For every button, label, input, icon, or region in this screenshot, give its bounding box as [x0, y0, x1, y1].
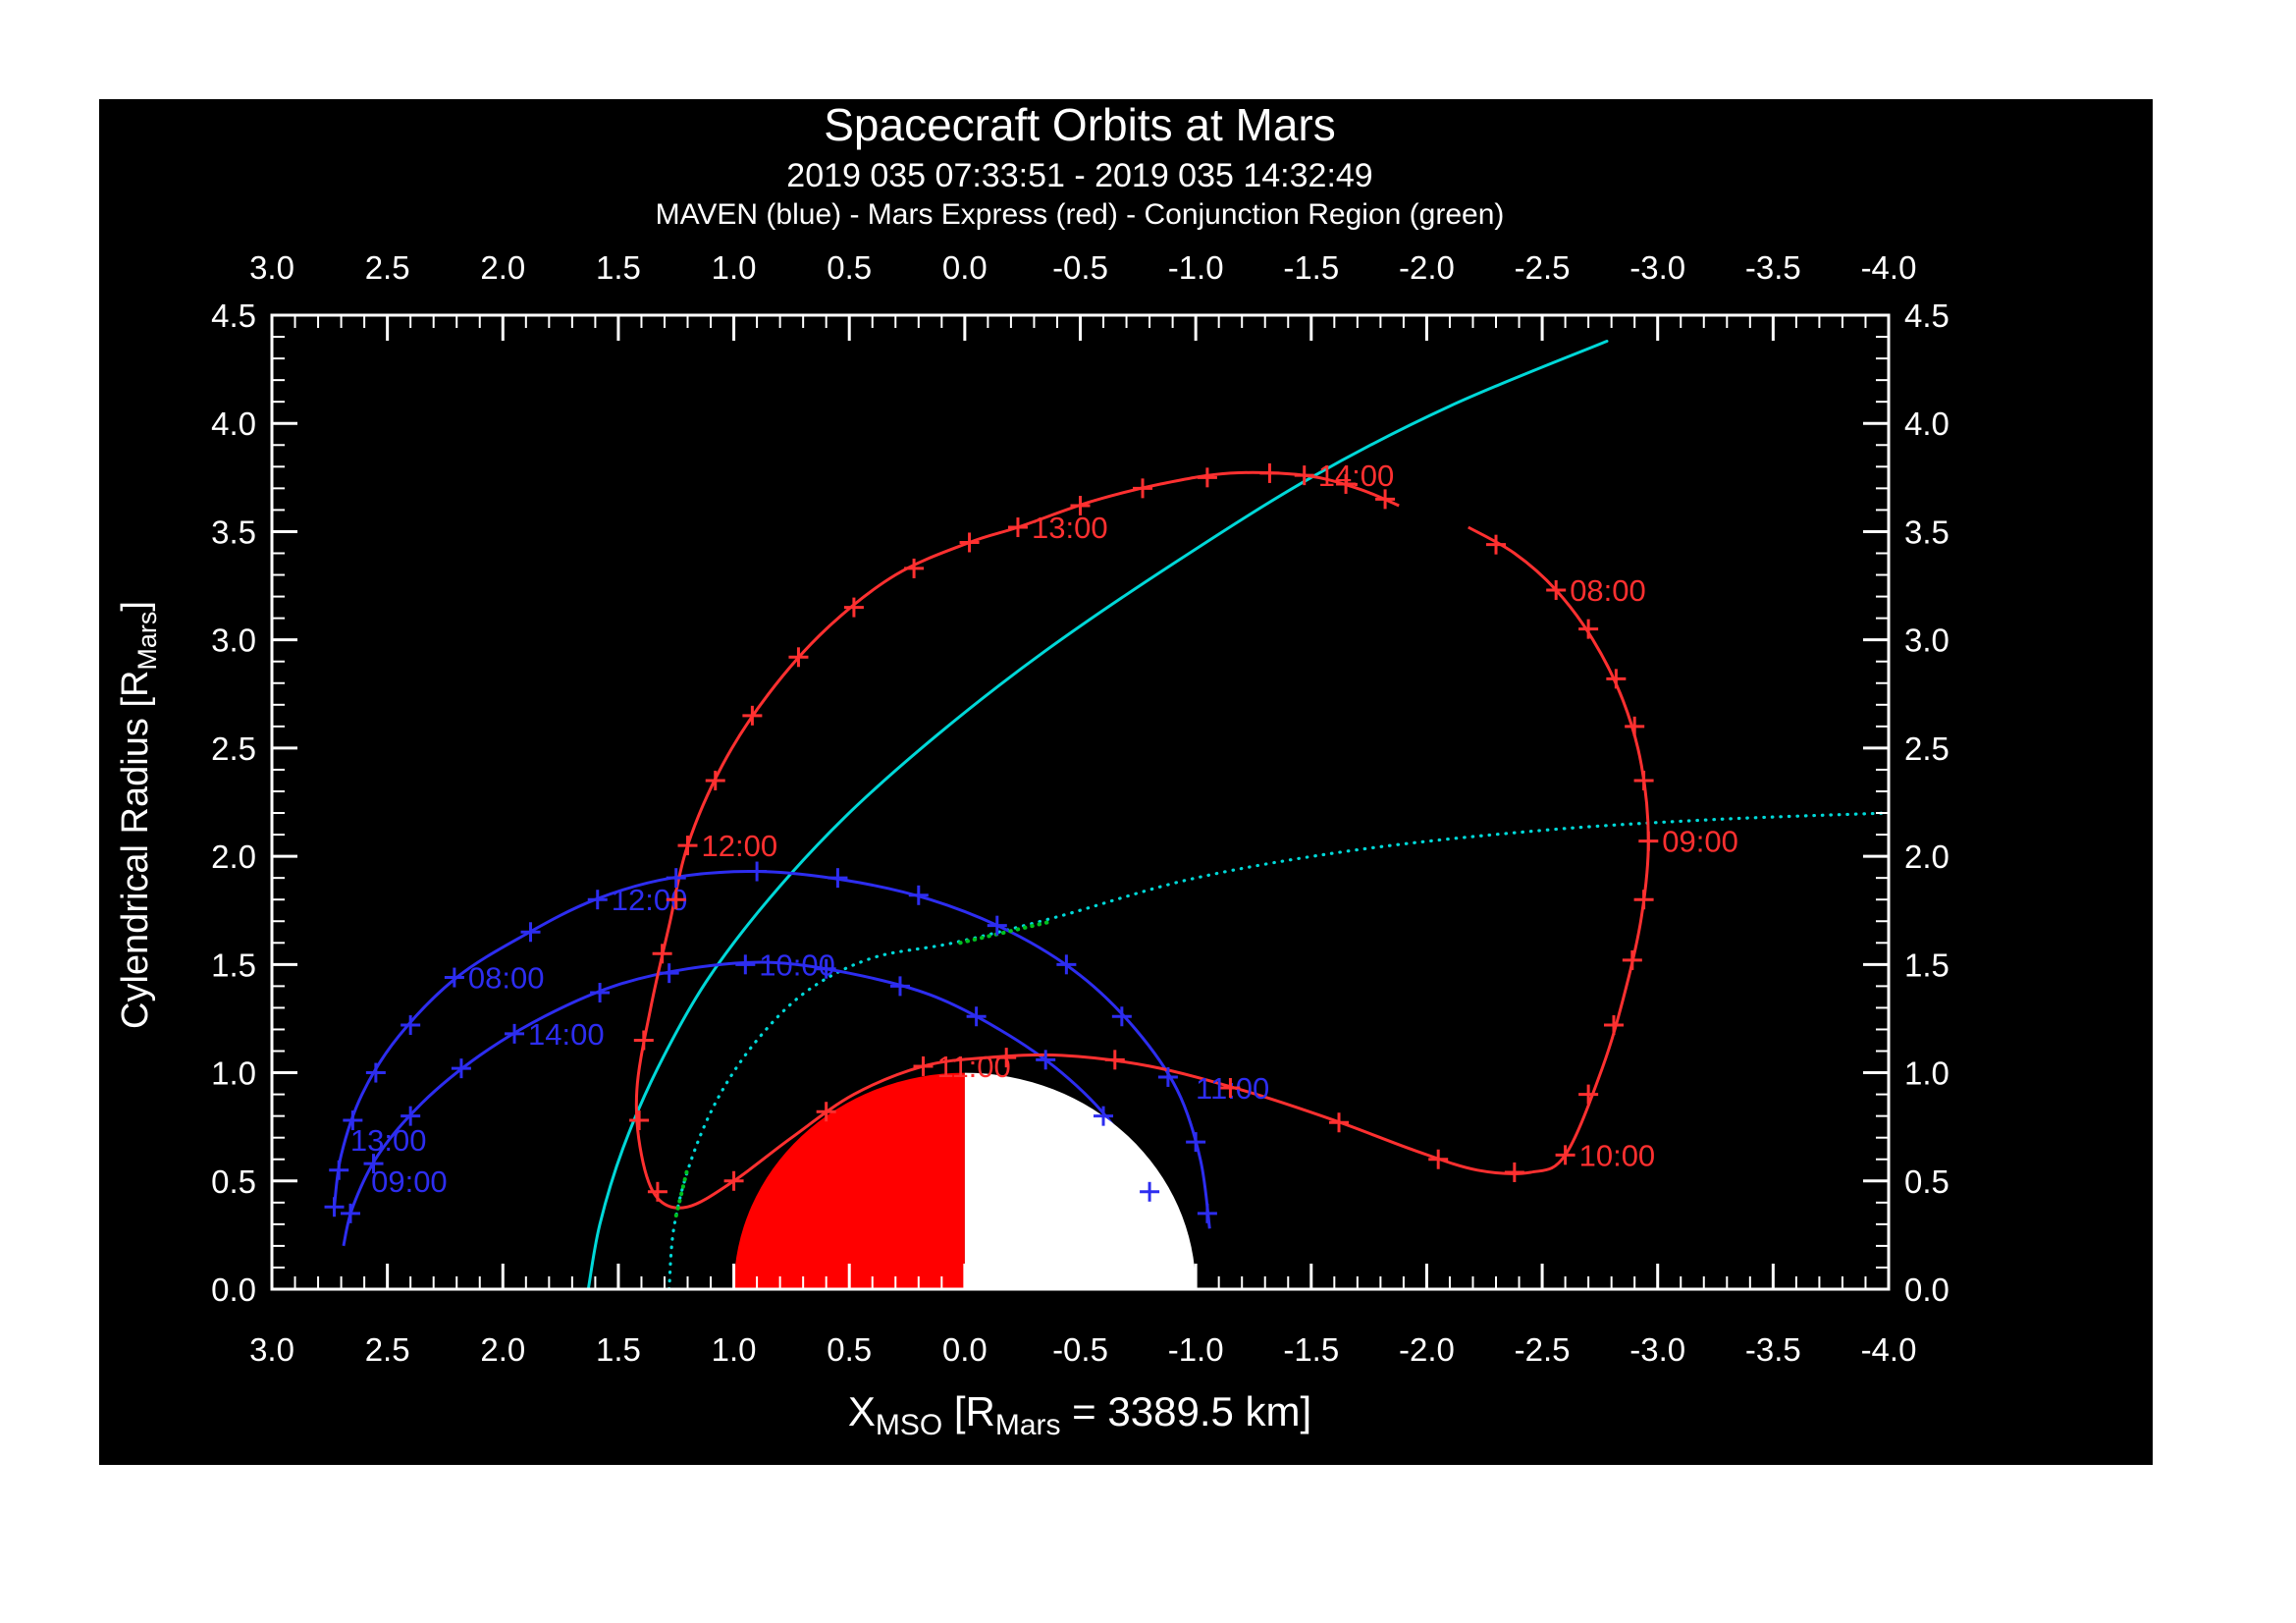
- chart-legend-line: MAVEN (blue) - Mars Express (red) - Conj…: [656, 198, 1505, 231]
- y-tick-label: 1.5: [1904, 947, 1949, 983]
- x-tick-label: 0.0: [942, 1331, 988, 1368]
- x-tick-label: -2.5: [1515, 1331, 1571, 1368]
- y-tick-label: 3.5: [1904, 514, 1949, 550]
- y-tick-label: 0.5: [1904, 1163, 1949, 1200]
- y-tick-label: 0.0: [1904, 1271, 1949, 1308]
- y-tick-label: 1.0: [211, 1055, 256, 1092]
- x-tick-label: 3.0: [249, 249, 294, 286]
- x-tick-label: 2.5: [365, 1331, 410, 1368]
- x-tick-label: -4.0: [1861, 1331, 1917, 1368]
- x-tick-label: 2.5: [365, 249, 410, 286]
- y-tick-label: 3.0: [211, 622, 256, 659]
- y-tick-label: 2.0: [211, 839, 256, 875]
- x-tick-label: -1.5: [1283, 249, 1339, 286]
- plot-frame: [270, 313, 1891, 1291]
- x-tick-label: -0.5: [1052, 249, 1108, 286]
- x-tick-label: 1.5: [596, 249, 641, 286]
- y-tick-label: 1.5: [211, 947, 256, 983]
- x-tick-label: -3.0: [1629, 1331, 1685, 1368]
- mars-express-time-label: 12:00: [702, 829, 778, 863]
- axis-ticks: [270, 313, 1891, 1291]
- chart-title: Spacecraft Orbits at Mars: [824, 99, 1336, 150]
- x-tick-label: -0.5: [1052, 1331, 1108, 1368]
- chart-subtitle: 2019 035 07:33:51 - 2019 035 14:32:49: [786, 157, 1372, 194]
- mars-dayside: [733, 1072, 965, 1289]
- y-tick-label: 4.0: [211, 406, 256, 442]
- y-tick-label: 0.5: [211, 1163, 256, 1200]
- maven-time-label: 09:00: [371, 1164, 448, 1199]
- x-tick-label: -2.5: [1515, 249, 1571, 286]
- mars-nightside: [964, 1072, 1197, 1289]
- y-tick-label: 2.5: [211, 730, 256, 767]
- x-tick-label: -4.0: [1861, 249, 1917, 286]
- x-tick-label: 0.5: [827, 1331, 872, 1368]
- mars-express-time-label: 08:00: [1570, 573, 1646, 608]
- conjunction-segment-0: [673, 1165, 690, 1217]
- x-tick-label: -1.0: [1168, 249, 1224, 286]
- maven-time-label: 14:00: [528, 1017, 605, 1052]
- mars-express-time-label: 13:00: [1032, 511, 1108, 545]
- x-tick-label: 3.0: [249, 1331, 294, 1368]
- x-tick-label: 1.5: [596, 1331, 641, 1368]
- y-tick-label: 3.0: [1904, 622, 1949, 659]
- y-tick-label: 0.0: [211, 1271, 256, 1308]
- y-tick-label: 4.0: [1904, 406, 1949, 442]
- y-tick-label: 4.5: [211, 298, 256, 334]
- conjunction-segment-1: [958, 919, 1055, 946]
- y-axis-label: Cylendrical Radius [RMars]: [115, 601, 162, 1029]
- maven-time-label: 13:00: [350, 1123, 427, 1158]
- mars-disk: [733, 1072, 1197, 1289]
- maven-time-label: 10:00: [759, 947, 835, 982]
- x-tick-label: 0.5: [827, 249, 872, 286]
- y-tick-label: 2.0: [1904, 839, 1949, 875]
- maven-time-label: 08:00: [468, 961, 545, 996]
- mars-express-time-label: 14:00: [1318, 459, 1395, 493]
- y-tick-label: 2.5: [1904, 730, 1949, 767]
- mars-express-time-label: 11:00: [937, 1050, 1011, 1084]
- x-tick-label: -3.5: [1745, 249, 1801, 286]
- x-tick-label: 2.0: [480, 1331, 525, 1368]
- x-tick-label: 2.0: [480, 249, 525, 286]
- mars-express-orbit-path-0: [634, 470, 1650, 1210]
- x-tick-label: 1.0: [712, 1331, 757, 1368]
- x-tick-label: -2.0: [1399, 1331, 1455, 1368]
- x-tick-label: -3.5: [1745, 1331, 1801, 1368]
- x-tick-label: -2.0: [1399, 249, 1455, 286]
- y-tick-label: 4.5: [1904, 298, 1949, 334]
- x-tick-label: -3.0: [1629, 249, 1685, 286]
- x-tick-label: 0.0: [942, 249, 988, 286]
- y-tick-label: 3.5: [211, 514, 256, 550]
- mars-express-time-label: 09:00: [1662, 825, 1738, 859]
- axis-tick-labels: 3.0 3.0 2.5 2.5 2.0 2.0 1.5 1.5 1.0 1.0 0.5 0.5 0.0 0…: [211, 249, 1949, 1368]
- x-tick-label: -1.5: [1283, 1331, 1339, 1368]
- y-tick-label: 1.0: [1904, 1055, 1949, 1092]
- maven-tick-marks: [324, 861, 1217, 1223]
- mars-express-time-label: 10:00: [1579, 1138, 1656, 1172]
- mars-express-tick-marks: [629, 462, 1659, 1202]
- x-axis-label: XMSO [RMars = 3389.5 km]: [848, 1388, 1311, 1441]
- x-tick-label: 1.0: [712, 249, 757, 286]
- x-tick-label: -1.0: [1168, 1331, 1224, 1368]
